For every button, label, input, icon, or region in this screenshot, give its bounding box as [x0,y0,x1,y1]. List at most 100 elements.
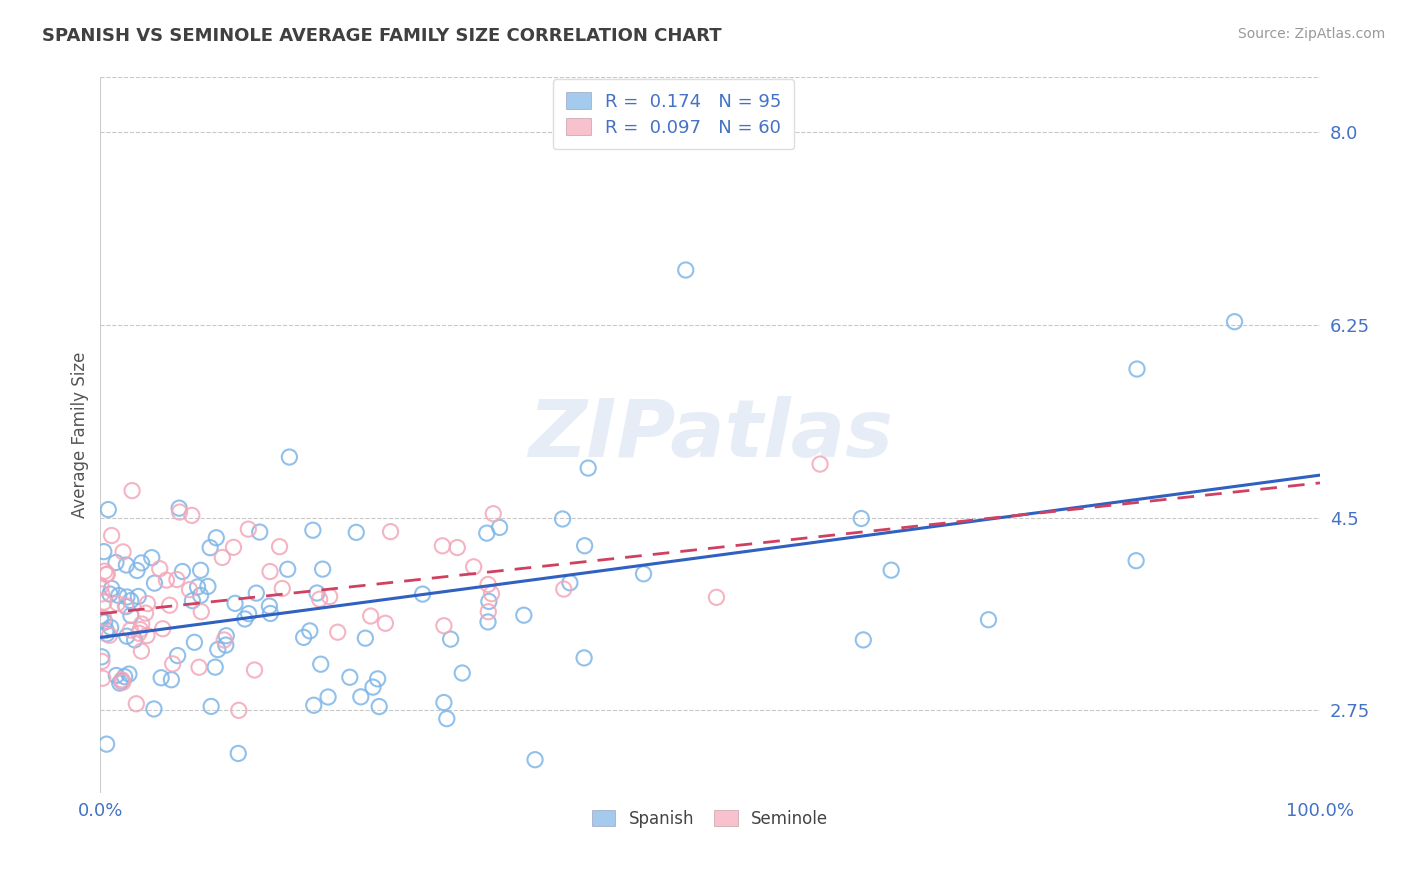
Point [207,642,229,657]
Point [120,608,142,623]
Point [93,615,115,630]
Point [131,644,153,658]
Point [238,522,260,536]
Point [135,606,157,620]
Point [305,586,328,600]
Point [380,524,402,539]
Point [100,620,122,634]
Point [481,587,503,601]
Point [259,599,281,613]
Point [278,450,301,464]
Point [167,501,190,516]
Point [93,564,115,578]
Point [551,512,574,526]
Point [107,589,129,603]
Point [160,673,183,687]
Point [475,526,498,541]
Point [105,668,128,682]
Point [141,550,163,565]
Point [558,575,581,590]
Point [205,531,228,545]
Point [190,589,212,603]
Point [224,596,246,610]
Point [162,657,184,671]
Text: SPANISH VS SEMINOLE AVERAGE FAMILY SIZE CORRELATION CHART: SPANISH VS SEMINOLE AVERAGE FAMILY SIZE … [42,27,721,45]
Point [344,525,367,540]
Point [90,587,112,601]
Point [277,562,299,576]
Point [179,582,201,597]
Text: Source: ZipAtlas.com: Source: ZipAtlas.com [1237,27,1385,41]
Point [228,703,250,717]
Point [451,666,474,681]
Point [488,520,510,534]
Point [1126,362,1149,376]
Point [463,559,485,574]
Point [90,649,112,664]
Point [150,671,173,685]
Point [93,595,115,609]
Point [107,596,129,610]
Point [524,753,547,767]
Point [361,680,384,694]
Point [190,605,212,619]
Point [124,632,146,647]
Point [111,673,134,687]
Point [572,651,595,665]
Point [852,632,875,647]
Point [104,556,127,570]
Point [880,563,903,577]
Point [222,541,245,555]
Point [128,626,150,640]
Point [114,599,136,613]
Point [1125,554,1147,568]
Point [159,599,181,613]
Point [142,702,165,716]
Point [200,699,222,714]
Point [91,671,114,685]
Point [93,611,115,625]
Point [204,660,226,674]
Point [115,558,138,572]
Point [96,623,118,637]
Point [354,631,377,645]
Point [576,461,599,475]
Point [233,612,256,626]
Point [439,632,461,647]
Point [432,539,454,553]
Point [190,563,212,577]
Point [513,608,536,623]
Point [110,674,132,689]
Point [198,541,221,555]
Point [98,628,121,642]
Point [368,699,391,714]
Text: ZIPatlas: ZIPatlas [527,396,893,474]
Point [93,544,115,558]
Point [477,605,499,619]
Point [90,612,112,626]
Point [367,672,389,686]
Point [180,508,202,523]
Point [215,638,238,652]
Point [311,562,333,576]
Point [166,573,188,587]
Point [115,590,138,604]
Point [197,579,219,593]
Point [98,587,121,601]
Point [436,712,458,726]
Point [127,590,149,604]
Point [851,511,873,525]
Point [574,539,596,553]
Point [125,697,148,711]
Point [112,545,135,559]
Point [131,617,153,632]
Point [243,663,266,677]
Y-axis label: Average Family Size: Average Family Size [72,351,89,518]
Point [129,623,152,637]
Point [96,737,118,751]
Point [350,690,373,704]
Point [249,525,271,540]
Point [152,622,174,636]
Point [675,263,697,277]
Point [412,587,434,601]
